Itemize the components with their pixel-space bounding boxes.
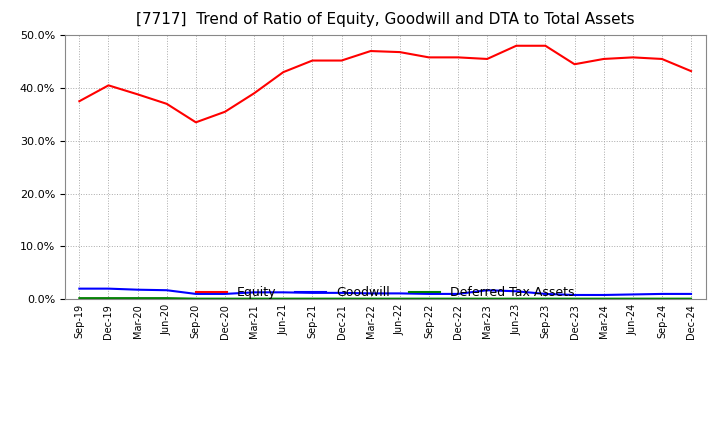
Equity — [104, 83, 113, 88]
Equity — [454, 55, 462, 60]
Equity — [687, 69, 696, 74]
Goodwill — [75, 286, 84, 291]
Equity — [541, 43, 550, 48]
Goodwill — [250, 290, 258, 295]
Deferred Tax Assets — [570, 296, 579, 301]
Deferred Tax Assets — [687, 296, 696, 301]
Equity — [599, 56, 608, 62]
Equity — [512, 43, 521, 48]
Goodwill — [395, 291, 404, 296]
Line: Goodwill: Goodwill — [79, 289, 691, 295]
Deferred Tax Assets — [425, 296, 433, 301]
Deferred Tax Assets — [657, 296, 666, 301]
Equity — [483, 56, 492, 62]
Goodwill — [629, 292, 637, 297]
Goodwill — [163, 288, 171, 293]
Goodwill — [512, 289, 521, 294]
Deferred Tax Assets — [512, 296, 521, 301]
Goodwill — [133, 287, 142, 292]
Deferred Tax Assets — [629, 296, 637, 301]
Goodwill — [425, 291, 433, 297]
Deferred Tax Assets — [395, 296, 404, 301]
Deferred Tax Assets — [366, 296, 375, 301]
Deferred Tax Assets — [163, 296, 171, 301]
Equity — [337, 58, 346, 63]
Goodwill — [279, 290, 287, 295]
Goodwill — [220, 291, 229, 297]
Deferred Tax Assets — [75, 296, 84, 301]
Deferred Tax Assets — [192, 296, 200, 301]
Goodwill — [657, 291, 666, 297]
Goodwill — [337, 290, 346, 296]
Equity — [657, 56, 666, 62]
Deferred Tax Assets — [308, 296, 317, 301]
Equity — [308, 58, 317, 63]
Deferred Tax Assets — [337, 296, 346, 301]
Equity — [250, 91, 258, 96]
Goodwill — [192, 291, 200, 297]
Deferred Tax Assets — [541, 296, 550, 301]
Goodwill — [308, 290, 317, 296]
Deferred Tax Assets — [599, 296, 608, 301]
Line: Equity: Equity — [79, 46, 691, 122]
Goodwill — [104, 286, 113, 291]
Equity — [570, 62, 579, 67]
Deferred Tax Assets — [250, 296, 258, 301]
Equity — [425, 55, 433, 60]
Equity — [133, 92, 142, 97]
Deferred Tax Assets — [483, 296, 492, 301]
Goodwill — [454, 291, 462, 297]
Goodwill — [687, 291, 696, 297]
Deferred Tax Assets — [104, 296, 113, 301]
Equity — [279, 70, 287, 75]
Equity — [192, 120, 200, 125]
Equity — [395, 49, 404, 55]
Goodwill — [541, 291, 550, 297]
Goodwill — [570, 292, 579, 297]
Goodwill — [599, 292, 608, 297]
Equity — [75, 99, 84, 104]
Equity — [220, 109, 229, 114]
Title: [7717]  Trend of Ratio of Equity, Goodwill and DTA to Total Assets: [7717] Trend of Ratio of Equity, Goodwil… — [136, 12, 634, 27]
Deferred Tax Assets — [279, 296, 287, 301]
Legend: Equity, Goodwill, Deferred Tax Assets: Equity, Goodwill, Deferred Tax Assets — [191, 282, 580, 304]
Line: Deferred Tax Assets: Deferred Tax Assets — [79, 298, 691, 299]
Equity — [629, 55, 637, 60]
Deferred Tax Assets — [133, 296, 142, 301]
Equity — [163, 101, 171, 106]
Deferred Tax Assets — [454, 296, 462, 301]
Deferred Tax Assets — [220, 296, 229, 301]
Goodwill — [483, 288, 492, 293]
Goodwill — [366, 291, 375, 296]
Equity — [366, 48, 375, 54]
